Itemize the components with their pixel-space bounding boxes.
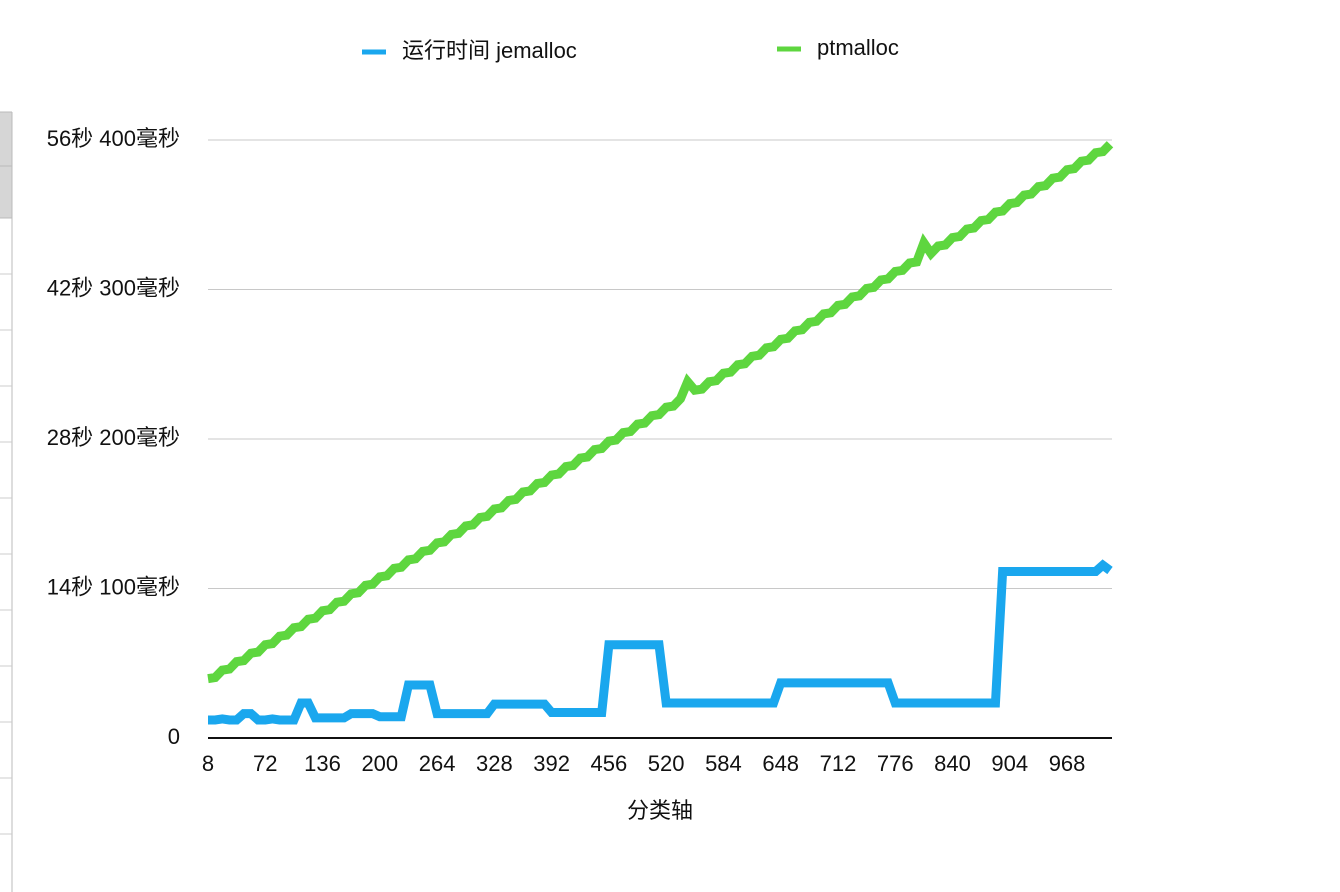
x-tick-label: 776	[877, 751, 914, 776]
x-tick-label: 840	[934, 751, 971, 776]
series-line	[208, 559, 1113, 725]
x-tick-label: 392	[533, 751, 570, 776]
x-tick-label: 200	[361, 751, 398, 776]
x-tick-label: 8	[202, 751, 214, 776]
y-tick-label: 0	[168, 724, 180, 749]
x-tick-label: 136	[304, 751, 341, 776]
x-tick-label: 328	[476, 751, 513, 776]
series-line	[207, 141, 1114, 684]
x-tick-label: 648	[762, 751, 799, 776]
x-tick-label: 520	[648, 751, 685, 776]
x-tick-label: 712	[820, 751, 857, 776]
spreadsheet-edge	[0, 111, 13, 892]
x-tick-label: 584	[705, 751, 742, 776]
y-tick-label: 56秒 400毫秒	[47, 126, 180, 151]
legend-label: ptmalloc	[817, 35, 899, 60]
y-tick-label: 42秒 300毫秒	[47, 275, 180, 300]
x-tick-label: 264	[419, 751, 456, 776]
x-tick-label: 968	[1049, 751, 1086, 776]
y-tick-label: 14秒 100毫秒	[47, 574, 180, 599]
x-tick-label: 904	[991, 751, 1028, 776]
x-tick-label: 456	[591, 751, 628, 776]
y-tick-label: 28秒 200毫秒	[47, 425, 180, 450]
legend-label: 运行时间 jemalloc	[402, 38, 577, 63]
x-tick-label: 72	[253, 751, 277, 776]
x-axis-title: 分类轴	[627, 798, 693, 823]
